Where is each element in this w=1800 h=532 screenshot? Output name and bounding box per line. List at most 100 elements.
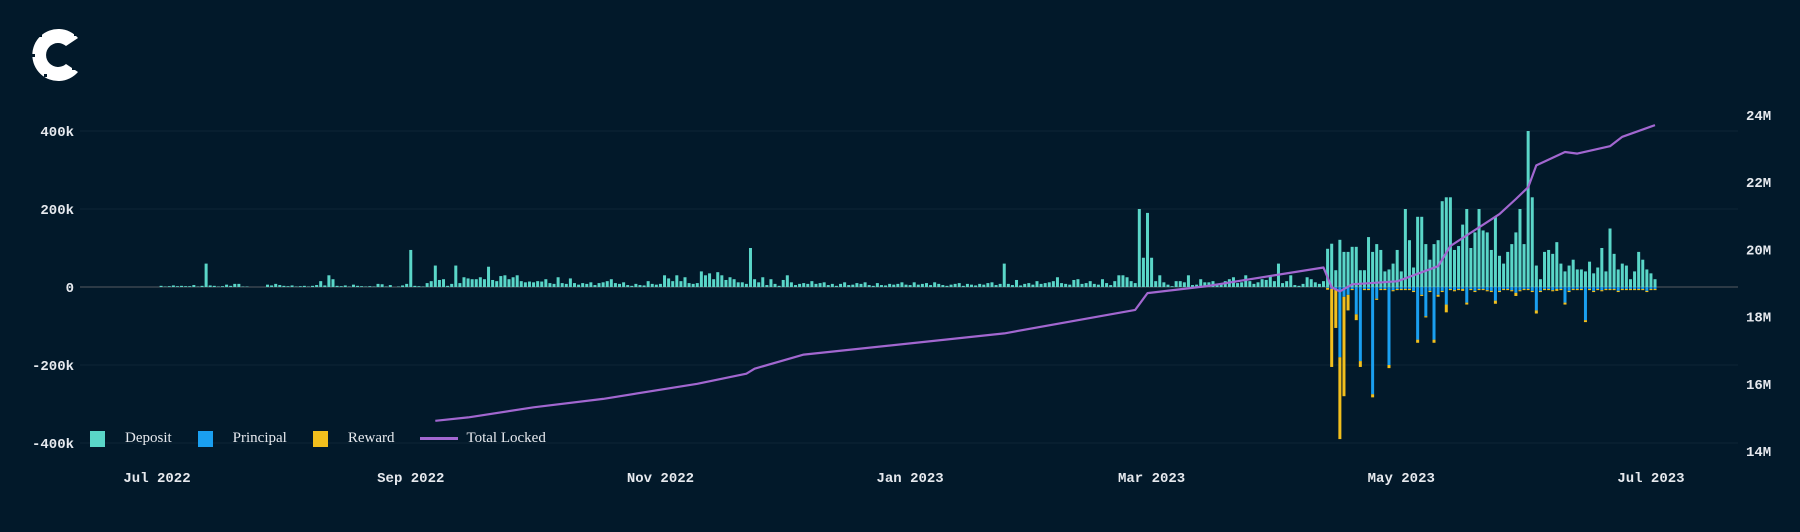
legend-item-principal[interactable]: Principal — [197, 430, 287, 447]
principal-bar — [1567, 287, 1571, 291]
deposit-bar — [630, 285, 634, 287]
deposit-bar — [1088, 281, 1092, 287]
deposit-bar — [1452, 249, 1456, 287]
deposit-bar — [1072, 279, 1076, 287]
principal-bar — [1362, 287, 1366, 289]
deposit-bar — [1489, 249, 1493, 287]
principal-bar — [1452, 287, 1456, 291]
deposit-bar — [650, 283, 654, 287]
deposit-bar — [1076, 279, 1080, 287]
legend-item-deposit[interactable]: Deposit — [90, 430, 172, 447]
deposit-bar — [409, 249, 413, 287]
deposit-bar — [1199, 279, 1203, 287]
deposit-bar — [965, 283, 969, 287]
deposit-bar — [1039, 283, 1043, 287]
deposit-bar — [1027, 283, 1031, 287]
deposit-bar — [638, 285, 642, 287]
deposit-swatch-icon — [90, 430, 105, 447]
reward-bar — [1481, 288, 1485, 291]
deposit-bar — [753, 279, 757, 287]
principal-bar — [1407, 287, 1411, 289]
logo — [30, 29, 80, 81]
legend-item-total-locked[interactable]: Total Locked — [420, 430, 546, 447]
principal-bar — [1600, 287, 1604, 291]
principal-bar — [1379, 287, 1383, 289]
deposit-bar — [1186, 275, 1190, 287]
deposit-bar — [789, 282, 793, 287]
deposit-bar — [871, 285, 875, 287]
deposit-bar — [794, 285, 798, 287]
principal-bar — [1326, 287, 1330, 288]
principal-bar — [1485, 287, 1489, 291]
deposit-bar — [757, 282, 761, 287]
right-axis: 24M 22M 20M 18M 16M 14M — [1746, 109, 1771, 461]
deposit-bar — [1395, 249, 1399, 287]
deposit-bar — [462, 277, 466, 287]
deposit-bar — [847, 285, 851, 287]
deposit-bar — [908, 285, 912, 287]
deposit-bar — [237, 283, 241, 287]
deposit-bar — [1547, 249, 1551, 287]
deposit-bar — [1649, 273, 1653, 287]
reward-bar — [1424, 316, 1428, 318]
deposit-bar — [634, 283, 638, 287]
deposit-bar — [1293, 285, 1297, 287]
deposit-bar — [605, 281, 609, 287]
stylized-c-logo-icon — [30, 29, 80, 81]
deposit-bar — [1162, 282, 1166, 287]
legend-label: Deposit — [125, 430, 172, 446]
deposit-bar — [323, 285, 327, 287]
principal-bar — [1465, 287, 1469, 303]
deposit-bar — [540, 281, 544, 287]
legend-item-reward[interactable]: Reward — [312, 430, 394, 447]
deposit-bar — [266, 284, 270, 287]
deposit-bar — [1035, 281, 1039, 287]
reward-bar — [1473, 290, 1477, 293]
deposit-bar — [1178, 281, 1182, 287]
deposit-bar — [466, 278, 470, 287]
principal-bar — [1637, 287, 1641, 289]
deposit-bar — [912, 282, 916, 287]
deposit-bar — [171, 285, 175, 287]
total-locked-line-group — [435, 124, 1656, 422]
reward-bar — [1543, 288, 1547, 291]
deposit-bar — [1244, 275, 1248, 287]
deposit-bar — [1281, 283, 1285, 287]
deposit-bar — [1628, 279, 1632, 287]
principal-bar — [1350, 287, 1354, 289]
deposit-bar — [1588, 261, 1592, 287]
principal-bar — [1358, 287, 1362, 362]
deposit-bar — [1313, 282, 1317, 287]
deposit-bar — [1518, 209, 1522, 287]
deposit-bar — [1493, 216, 1497, 287]
deposit-bar — [1010, 285, 1014, 287]
reward-bar — [1342, 296, 1346, 397]
principal-bar — [1428, 287, 1432, 291]
deposit-bar — [1571, 259, 1575, 287]
deposit-bar — [806, 283, 810, 287]
reward-bar — [1387, 365, 1391, 369]
reward-bar — [1526, 288, 1530, 291]
principal-bar — [1493, 287, 1497, 301]
deposit-bar — [401, 285, 405, 287]
deposit-bar — [671, 281, 675, 287]
deposit-bar — [192, 285, 196, 287]
deposit-bar — [1019, 285, 1023, 287]
deposit-bar — [376, 283, 380, 287]
deposit-bar — [1592, 273, 1596, 287]
deposit-bar — [1133, 283, 1137, 287]
deposit-bar — [879, 285, 883, 287]
deposit-bar — [1338, 239, 1342, 287]
deposit-bar — [1465, 209, 1469, 287]
deposit-bar — [1051, 281, 1055, 287]
deposit-bar — [642, 285, 646, 287]
deposit-bar — [1285, 281, 1289, 287]
reward-bar — [1391, 290, 1395, 292]
reward-bar — [1579, 288, 1583, 291]
deposit-bar — [1485, 232, 1489, 287]
deposit-bar — [454, 265, 458, 287]
principal-bar — [1518, 287, 1522, 291]
deposit-bar — [474, 279, 478, 287]
deposit-bar — [863, 282, 867, 287]
